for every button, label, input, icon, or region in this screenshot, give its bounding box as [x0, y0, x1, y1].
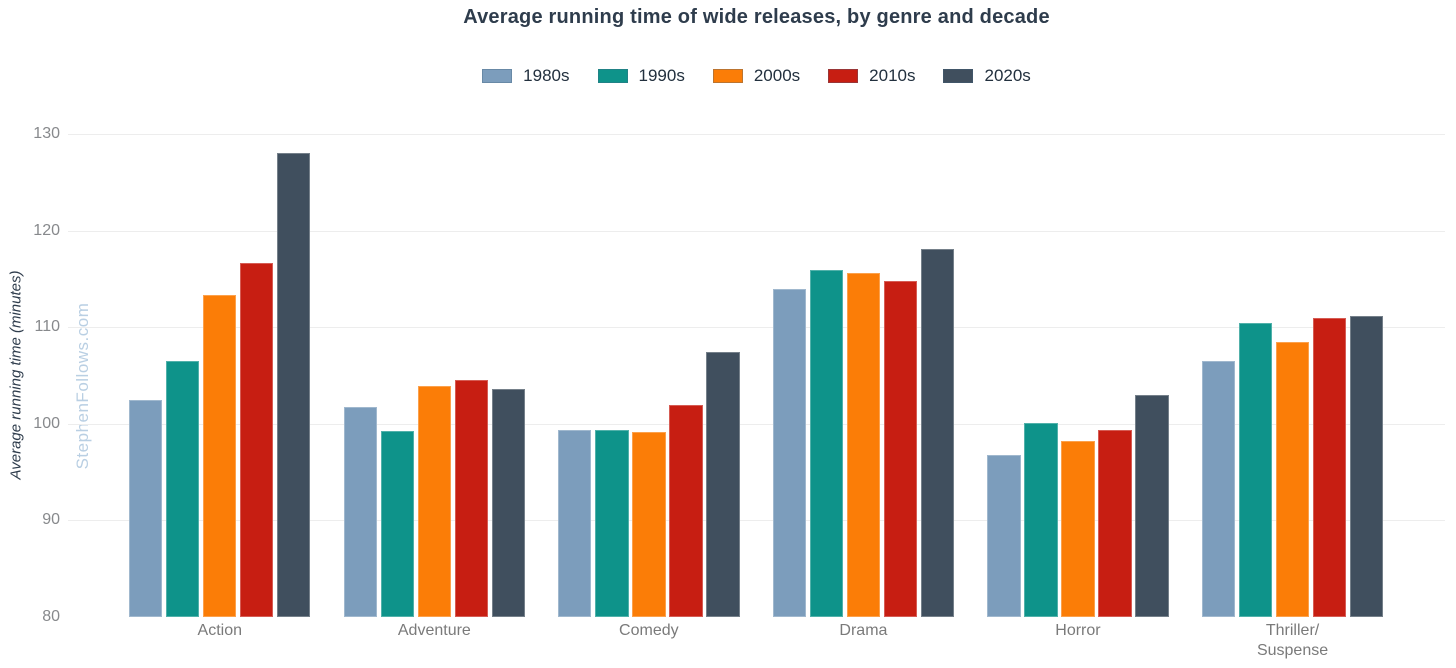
legend-swatch-icon: [597, 69, 628, 83]
bar-1980s-adventure: [343, 407, 377, 617]
x-axis-label-drama: Drama: [773, 621, 955, 641]
legend-label: 1990s: [638, 66, 685, 85]
x-axis-label-line: Action: [197, 622, 242, 639]
bar-1980s-comedy: [558, 429, 592, 617]
bar-1980s-action: [129, 399, 163, 617]
bar-group-thriller-suspense: [1201, 134, 1384, 617]
legend-swatch-icon: [943, 69, 974, 83]
y-tick-label-80: 80: [42, 608, 60, 625]
x-axis-label-line: Thriller/: [1265, 622, 1320, 639]
bar-2020s-action: [277, 153, 311, 617]
legend-item-2010s: 2010s: [828, 66, 915, 86]
bar-2000s-thriller-suspense: [1275, 341, 1310, 617]
y-tick-label-100: 100: [33, 414, 60, 432]
x-axis-label-line: Adventure: [397, 622, 471, 639]
bar-2010s-comedy: [669, 404, 703, 617]
bar-2010s-drama: [883, 280, 918, 617]
x-axis-label-comedy: Comedy: [558, 621, 740, 641]
legend-label: 2010s: [869, 66, 916, 85]
gridline-120: [68, 230, 1445, 232]
bar-2020s-adventure: [491, 389, 526, 617]
x-axis-label-line: Drama: [839, 622, 888, 639]
chart-title: Average running time of wide releases, b…: [463, 6, 1050, 28]
bar-group-action: [129, 134, 311, 617]
bar-group-drama: [772, 134, 955, 617]
bar-2010s-thriller-suspense: [1312, 317, 1347, 617]
bar-1980s-drama: [772, 288, 807, 617]
gridline-110: [68, 327, 1445, 329]
x-axis-label-horror: Horror: [987, 621, 1169, 641]
legend-item-2020s: 2020s: [943, 66, 1031, 86]
bar-1980s-horror: [987, 454, 1021, 617]
y-tick-label-90: 90: [42, 511, 60, 529]
bar-2000s-adventure: [417, 386, 452, 617]
gridline-100: [68, 423, 1445, 425]
bar-2000s-comedy: [632, 431, 666, 617]
bar-group-adventure: [343, 134, 526, 617]
legend-label: 2020s: [984, 66, 1031, 85]
legend-swatch-icon: [828, 69, 859, 83]
x-axis-label-line: Suspense: [1256, 642, 1329, 659]
x-axis-label-action: Action: [129, 621, 311, 641]
y-tick-label-120: 120: [33, 221, 60, 239]
x-axis-label-line: Horror: [1055, 622, 1101, 639]
bar-2020s-horror: [1135, 394, 1169, 617]
legend-label: 1980s: [523, 66, 570, 85]
gridline-90: [68, 520, 1445, 522]
bar-2020s-thriller-suspense: [1349, 315, 1384, 617]
bar-1990s-drama: [809, 270, 844, 617]
bar-2000s-horror: [1061, 441, 1095, 617]
legend-label: 2000s: [753, 66, 801, 85]
x-axis-label-thriller-suspense: Thriller/Suspense: [1202, 621, 1384, 661]
y-axis-title: Average running time (minutes): [7, 270, 25, 480]
bar-2020s-comedy: [706, 352, 740, 617]
y-tick-label-110: 110: [34, 318, 60, 336]
x-axis-label-line: Comedy: [619, 622, 679, 639]
legend-item-1980s: 1980s: [482, 66, 570, 86]
legend-item-2000s: 2000s: [712, 66, 801, 86]
bar-1990s-action: [166, 361, 200, 617]
bar-1980s-thriller-suspense: [1201, 361, 1236, 617]
bar-group-comedy: [558, 134, 740, 617]
bar-1990s-thriller-suspense: [1238, 323, 1273, 617]
legend-item-1990s: 1990s: [597, 66, 685, 86]
legend: 1980s 1990s 2000s 2010s 2020s: [68, 66, 1445, 86]
gridline-130: [68, 134, 1445, 135]
x-axis-label-adventure: Adventure: [344, 621, 526, 641]
bar-2010s-adventure: [454, 380, 489, 617]
y-tick-label-130: 130: [33, 125, 60, 142]
bar-1990s-comedy: [595, 429, 629, 617]
bar-2020s-drama: [920, 249, 955, 617]
bar-2010s-horror: [1098, 429, 1132, 617]
bar-group-horror: [987, 134, 1169, 617]
bar-2000s-action: [203, 295, 237, 617]
bar-1990s-adventure: [380, 430, 414, 617]
bar-2010s-action: [240, 263, 274, 617]
legend-swatch-icon: [712, 69, 743, 83]
bar-2000s-drama: [846, 273, 881, 617]
plot-area: [68, 134, 1445, 617]
legend-swatch-icon: [482, 69, 513, 83]
bar-1990s-horror: [1024, 422, 1058, 617]
